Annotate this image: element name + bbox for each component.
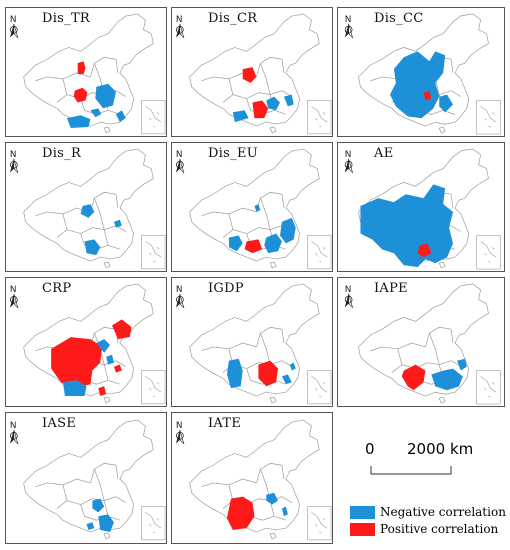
china-map [344, 13, 501, 135]
panel-dis-r: Dis_R [5, 142, 167, 272]
china-map [175, 13, 332, 135]
negative-region [254, 204, 261, 212]
panel-iase: IASE [5, 412, 167, 544]
negative-region [431, 368, 463, 391]
positive-region [401, 364, 426, 391]
positive-region [51, 337, 103, 389]
china-map [9, 419, 166, 541]
positive-region [98, 364, 122, 397]
negative-region [281, 362, 296, 385]
panel-title: AE [374, 146, 394, 161]
panel-title: CRP [42, 281, 72, 296]
positive-region [112, 319, 132, 340]
panel-ae: AE [337, 142, 505, 272]
positive-region [417, 243, 432, 258]
scale-start-label: 0 [365, 440, 375, 458]
negative-region [389, 51, 446, 119]
positive-region [244, 239, 263, 254]
positive-region [423, 90, 432, 101]
negative-region [95, 83, 116, 109]
panel-title: Dis_EU [208, 146, 258, 161]
legend-item-negative: Negative correlation [350, 504, 508, 521]
negative-region [226, 358, 243, 389]
panel-title: Dis_CR [208, 11, 258, 26]
negative-region [62, 380, 87, 397]
negative-region [86, 522, 95, 531]
negative-region [66, 115, 91, 128]
panel-title: Dis_TR [42, 11, 91, 26]
negative-region [266, 492, 279, 505]
negative-region [96, 339, 114, 365]
scale-end-label: 2000 km [407, 440, 474, 458]
positive-region [226, 496, 255, 531]
panel-title: IAPE [374, 281, 408, 296]
panel-iate: IATE [171, 412, 333, 544]
china-map [175, 419, 332, 541]
china-map [344, 148, 501, 270]
panel-title: IGDP [208, 281, 244, 296]
scale-bar: 0 2000 km [355, 440, 495, 490]
negative-region [264, 233, 282, 254]
scale-line [370, 466, 452, 475]
legend-swatch-negative [350, 506, 375, 519]
negative-region [280, 217, 296, 244]
positive-region [252, 100, 269, 119]
panel-title: IASE [42, 416, 77, 431]
china-map [9, 13, 166, 135]
panel-dis-tr: Dis_TR [5, 7, 167, 137]
china-map [9, 283, 166, 405]
china-map [175, 283, 332, 405]
legend-label-negative: Negative correlation [380, 505, 506, 519]
positive-region [242, 67, 257, 83]
china-map [9, 148, 166, 270]
china-map [344, 283, 501, 405]
positive-region [77, 61, 86, 74]
legend-swatch-positive [350, 523, 375, 536]
negative-region [90, 108, 126, 123]
panel-iape: IAPE [337, 277, 505, 407]
legend-item-positive: Positive correlation [350, 521, 508, 538]
positive-region [258, 360, 279, 387]
negative-region [92, 498, 105, 513]
panel-title: IATE [208, 416, 242, 431]
panel-igdp: IGDP [171, 277, 333, 407]
positive-region [73, 87, 88, 103]
negative-region [439, 94, 454, 113]
negative-region [228, 235, 243, 252]
panel-dis-eu: Dis_EU [171, 142, 333, 272]
negative-region [114, 219, 122, 228]
legend: Negative correlation Positive correlatio… [350, 504, 508, 538]
panel-crp: CRP [5, 277, 167, 407]
negative-region [281, 506, 288, 517]
panel-dis-cr: Dis_CR [171, 7, 333, 137]
china-map [175, 148, 332, 270]
negative-region [456, 358, 467, 371]
negative-region [98, 514, 114, 533]
panel-title: Dis_R [42, 146, 82, 161]
panel-title: Dis_CC [374, 11, 424, 26]
panel-dis-cc: Dis_CC [337, 7, 505, 137]
negative-region [360, 184, 454, 268]
negative-region [84, 239, 101, 256]
legend-label-positive: Positive correlation [380, 522, 499, 536]
negative-region [266, 94, 294, 111]
negative-region [232, 110, 249, 123]
negative-region [80, 204, 95, 218]
